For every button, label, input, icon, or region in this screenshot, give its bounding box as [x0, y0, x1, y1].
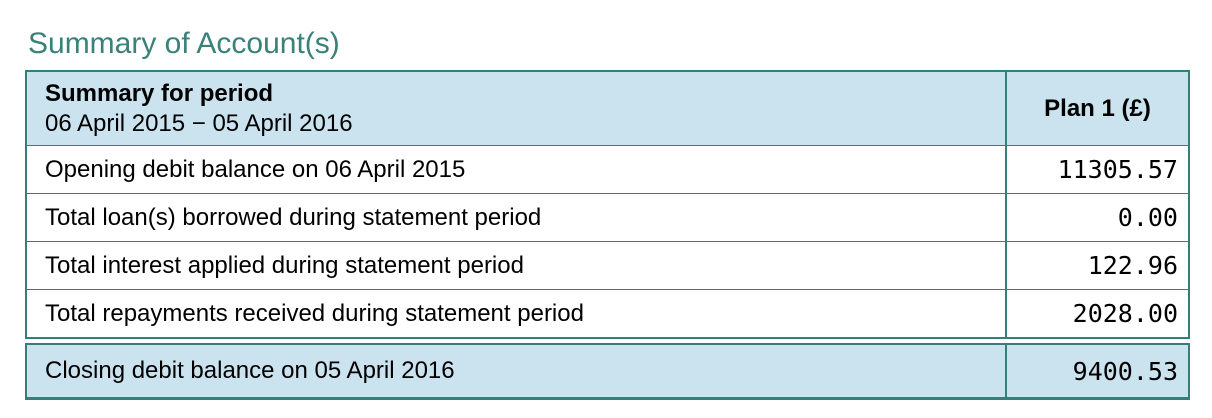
page-title: Summary of Account(s) [28, 27, 340, 61]
summary-period-dates: 06 April 2015 − 05 April 2016 [45, 109, 353, 137]
table-row: Total loan(s) borrowed during statement … [27, 193, 1188, 241]
row-value-repayments-received: 2028.00 [1005, 290, 1188, 337]
table-row: Total interest applied during statement … [27, 241, 1188, 289]
row-value-closing-balance: 9400.53 [1005, 345, 1188, 397]
row-label-loans-borrowed: Total loan(s) borrowed during statement … [45, 203, 542, 231]
row-value-interest-applied: 122.96 [1005, 242, 1188, 289]
plan-column-header-cell: Plan 1 (£) [1005, 72, 1188, 145]
table-header-row: Summary for period 06 April 2015 − 05 Ap… [27, 72, 1188, 145]
row-label-interest-applied: Total interest applied during statement … [45, 251, 524, 279]
summary-period-header-cell: Summary for period 06 April 2015 − 05 Ap… [27, 72, 1005, 145]
closing-balance-row: Closing debit balance on 05 April 2016 9… [25, 343, 1190, 400]
table-row: Opening debit balance on 06 April 2015 1… [27, 145, 1188, 193]
summary-table: Summary for period 06 April 2015 − 05 Ap… [25, 70, 1190, 339]
row-value-opening-balance: 11305.57 [1005, 146, 1188, 193]
table-row: Total repayments received during stateme… [27, 289, 1188, 337]
row-label-repayments-received: Total repayments received during stateme… [45, 299, 584, 327]
row-label-closing-balance: Closing debit balance on 05 April 2016 [45, 357, 455, 384]
row-label-opening-balance: Opening debit balance on 06 April 2015 [45, 155, 466, 183]
summary-period-title: Summary for period [45, 79, 274, 107]
row-value-loans-borrowed: 0.00 [1005, 194, 1188, 241]
summary-of-accounts-section: Summary for period 06 April 2015 − 05 Ap… [25, 70, 1190, 400]
